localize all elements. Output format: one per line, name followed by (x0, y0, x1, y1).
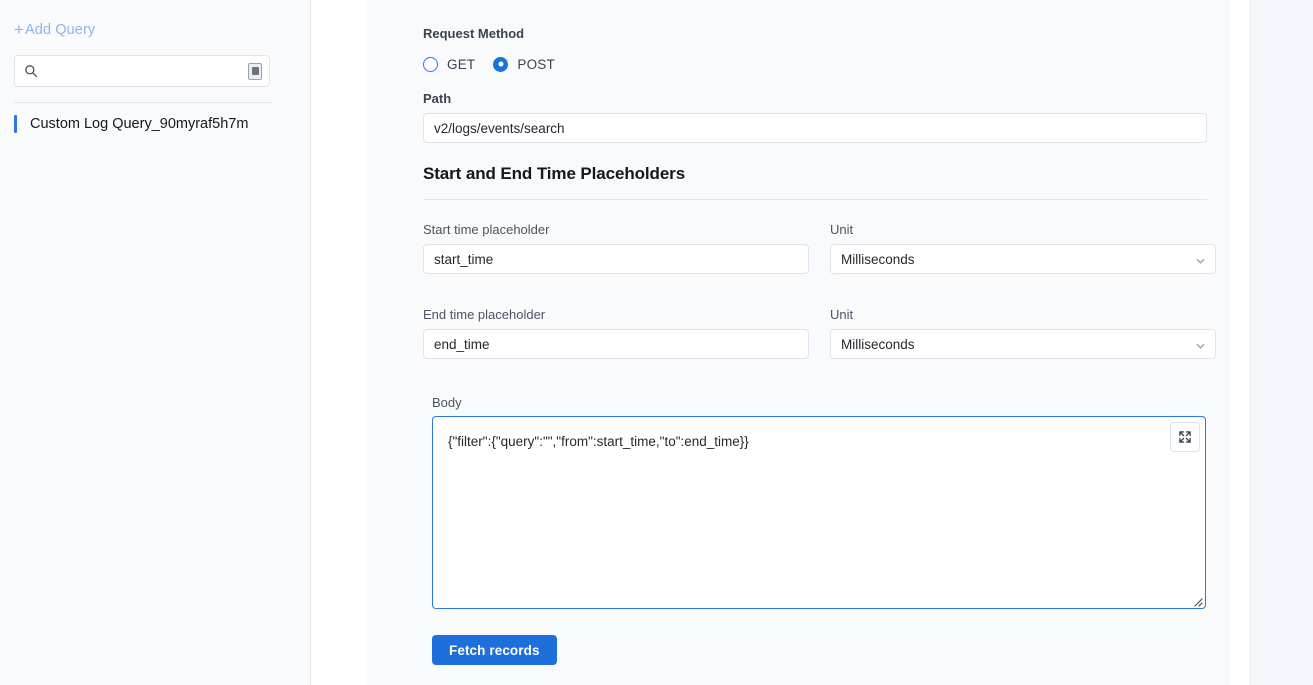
add-query-button[interactable]: + Add Query (14, 21, 95, 38)
right-panel-edge (1231, 0, 1250, 685)
body-textarea[interactable] (432, 416, 1206, 609)
list-item[interactable]: Custom Log Query_90myraf5h7m (0, 111, 310, 137)
start-unit-value: Milliseconds (841, 251, 915, 267)
chevron-down-icon (1195, 254, 1206, 265)
start-unit-select[interactable]: Milliseconds (830, 244, 1216, 274)
query-config-panel: Request Method GET POST Path Start and E… (367, 0, 1231, 685)
start-time-row: Start time placeholder Unit Milliseconds (423, 222, 1216, 274)
path-label: Path (423, 91, 452, 106)
end-unit-label: Unit (830, 307, 854, 322)
path-input[interactable] (423, 113, 1207, 143)
keyboard-shortcut-icon[interactable] (248, 62, 262, 80)
start-time-placeholder-label: Start time placeholder (423, 222, 550, 237)
radio-option-post[interactable]: POST (493, 56, 555, 72)
body-block: Body (432, 395, 1207, 609)
expand-arrows-icon[interactable] (1170, 422, 1200, 452)
body-textarea-wrap (432, 416, 1206, 609)
section-rule (423, 199, 1207, 200)
end-time-placeholder-input[interactable] (423, 329, 809, 359)
chevron-down-icon (1195, 339, 1206, 350)
body-label: Body (432, 395, 462, 410)
add-query-label: Add Query (25, 21, 96, 38)
next-section-label-clipped: R (432, 682, 1207, 685)
end-time-placeholder-label: End time placeholder (423, 307, 546, 322)
search-icon (24, 64, 38, 78)
fetch-records-button[interactable]: Fetch records (432, 635, 557, 665)
start-unit-label: Unit (830, 222, 854, 237)
radio-option-get[interactable]: GET (423, 56, 476, 72)
radio-get-icon[interactable] (423, 56, 438, 72)
section-heading-placeholders: Start and End Time Placeholders (423, 164, 686, 183)
panel-gutter (311, 0, 367, 685)
query-item-label: Custom Log Query_90myraf5h7m (30, 116, 249, 132)
request-method-radio-group: GET POST (423, 54, 1207, 74)
radio-post-icon[interactable] (493, 56, 509, 72)
selected-indicator (14, 115, 17, 133)
plus-icon: + (14, 20, 25, 39)
right-rail (1250, 0, 1313, 685)
query-search-box[interactable] (14, 55, 270, 87)
request-method-label: Request Method (423, 26, 525, 41)
query-sidebar: + Add Query Custom Log Query_90myraf5h7m (0, 0, 311, 685)
radio-get-label: GET (447, 56, 476, 72)
start-time-placeholder-input[interactable] (423, 244, 809, 274)
end-unit-select[interactable]: Milliseconds (830, 329, 1216, 359)
keyboard-shortcut-glyph (251, 67, 259, 75)
end-time-row: End time placeholder Unit Milliseconds (423, 307, 1216, 359)
end-unit-value: Milliseconds (841, 336, 915, 352)
radio-post-label: POST (517, 56, 555, 72)
search-input[interactable] (44, 57, 244, 85)
sidebar-divider (14, 102, 273, 103)
